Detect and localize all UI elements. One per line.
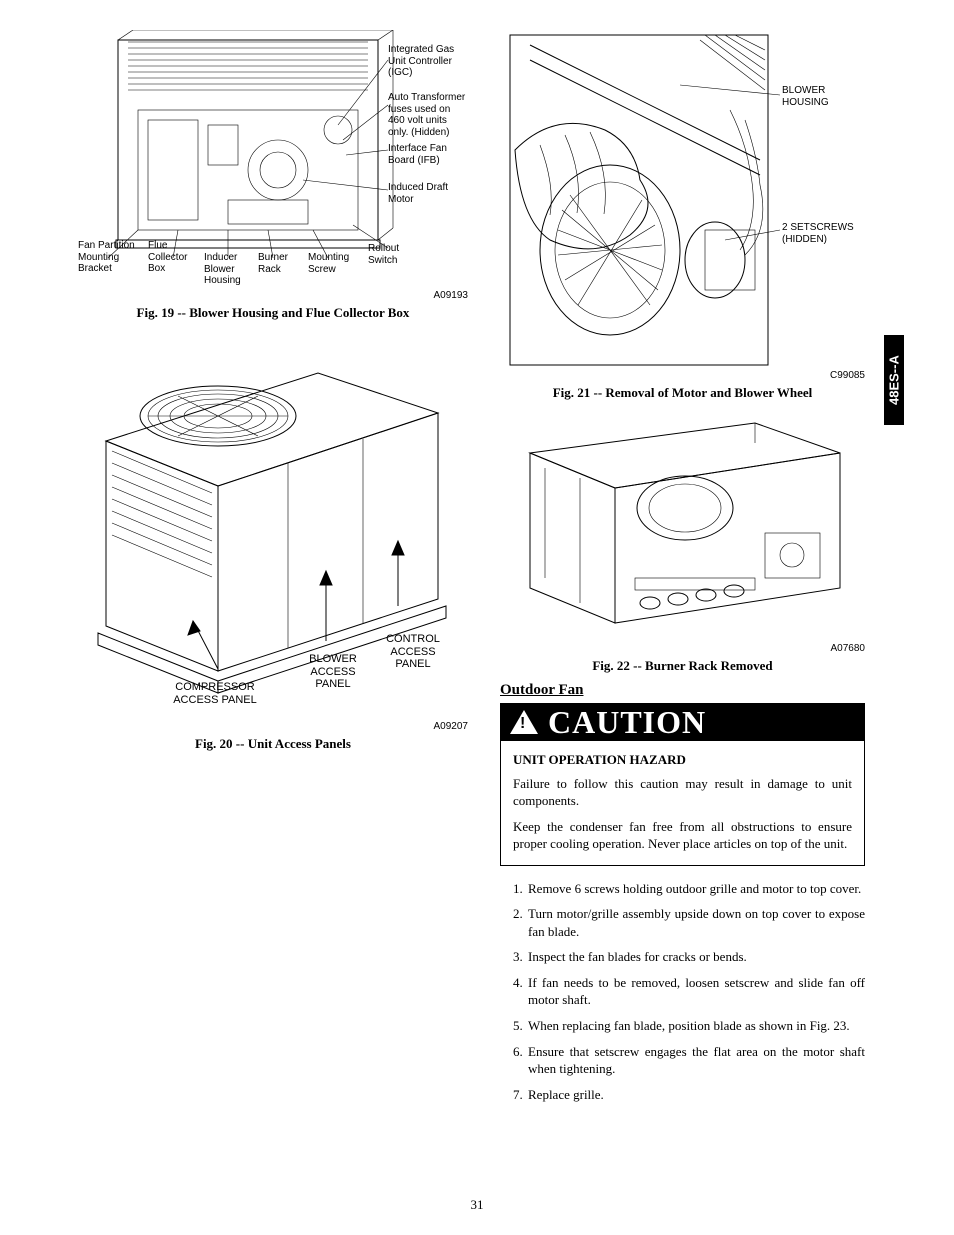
right-column: BLOWER HOUSING 2 SETSCREWS (HIDDEN) C990… <box>500 30 865 1111</box>
label-ifb: Interface Fan Board (IFB) <box>388 143 466 166</box>
label-blower-panel: BLOWER ACCESS PANEL <box>293 653 373 691</box>
label-fan-partition: Fan Partition Mounting Bracket <box>78 240 138 275</box>
caution-para-2: Keep the condenser fan free from all obs… <box>513 818 852 853</box>
label-burner-rack: Burner Rack <box>258 252 303 275</box>
figure-21: BLOWER HOUSING 2 SETSCREWS (HIDDEN) <box>500 30 865 370</box>
step-item: Turn motor/grille assembly upside down o… <box>526 905 865 940</box>
label-rollout: Rollout Switch <box>368 243 428 266</box>
label-idm: Induced Draft Motor <box>388 182 466 205</box>
label-compressor-panel: COMPRESSOR ACCESS PANEL <box>160 681 270 706</box>
outdoor-fan-heading: Outdoor Fan <box>500 682 865 699</box>
step-item: Inspect the fan blades for cracks or ben… <box>526 948 865 966</box>
page-number: 31 <box>0 1197 954 1213</box>
fig22-svg <box>500 413 865 643</box>
step-item: Replace grille. <box>526 1086 865 1104</box>
figure-22 <box>500 413 865 643</box>
label-igc: Integrated Gas Unit Controller (IGC) <box>388 44 466 79</box>
caution-word: CAUTION <box>548 704 706 741</box>
fig21-ref: C99085 <box>500 370 865 381</box>
caution-para-1: Failure to follow this caution may resul… <box>513 775 852 810</box>
label-setscrews: 2 SETSCREWS (HIDDEN) <box>782 222 867 245</box>
label-mounting-screw: Mounting Screw <box>308 252 358 275</box>
fig19-ref: A09193 <box>78 290 468 301</box>
figure-19: Integrated Gas Unit Controller (IGC) Aut… <box>78 30 468 290</box>
warning-triangle-icon <box>510 710 538 734</box>
caution-box: UNIT OPERATION HAZARD Failure to follow … <box>500 741 865 866</box>
hazard-title: UNIT OPERATION HAZARD <box>513 751 852 769</box>
caution-banner: CAUTION <box>500 703 865 741</box>
step-item: When replacing fan blade, position blade… <box>526 1017 865 1035</box>
figure-20: COMPRESSOR ACCESS PANEL BLOWER ACCESS PA… <box>78 351 468 721</box>
fig21-svg <box>500 30 865 370</box>
fig20-ref: A09207 <box>78 721 468 732</box>
label-inducer: Inducer Blower Housing <box>204 252 254 287</box>
step-item: Ensure that setscrew engages the flat ar… <box>526 1043 865 1078</box>
fig21-caption: Fig. 21 -- Removal of Motor and Blower W… <box>500 385 865 401</box>
outdoor-fan-steps: Remove 6 screws holding outdoor grille a… <box>504 880 865 1103</box>
step-item: Remove 6 screws holding outdoor grille a… <box>526 880 865 898</box>
label-auto-transformer: Auto Transformer fuses used on 460 volt … <box>388 92 466 138</box>
page: 48ES--A <box>0 0 954 1235</box>
fig22-ref: A07680 <box>500 643 865 654</box>
left-column: Integrated Gas Unit Controller (IGC) Aut… <box>78 30 468 752</box>
side-tab: 48ES--A <box>884 335 904 425</box>
step-item: If fan needs to be removed, loosen setsc… <box>526 974 865 1009</box>
fig19-caption: Fig. 19 -- Blower Housing and Flue Colle… <box>78 305 468 321</box>
fig20-caption: Fig. 20 -- Unit Access Panels <box>78 736 468 752</box>
fig22-caption: Fig. 22 -- Burner Rack Removed <box>500 658 865 674</box>
label-blower-housing: BLOWER HOUSING <box>782 85 862 108</box>
label-control-panel: CONTROL ACCESS PANEL <box>373 633 453 671</box>
label-flue-box: Flue Collector Box <box>148 240 198 275</box>
